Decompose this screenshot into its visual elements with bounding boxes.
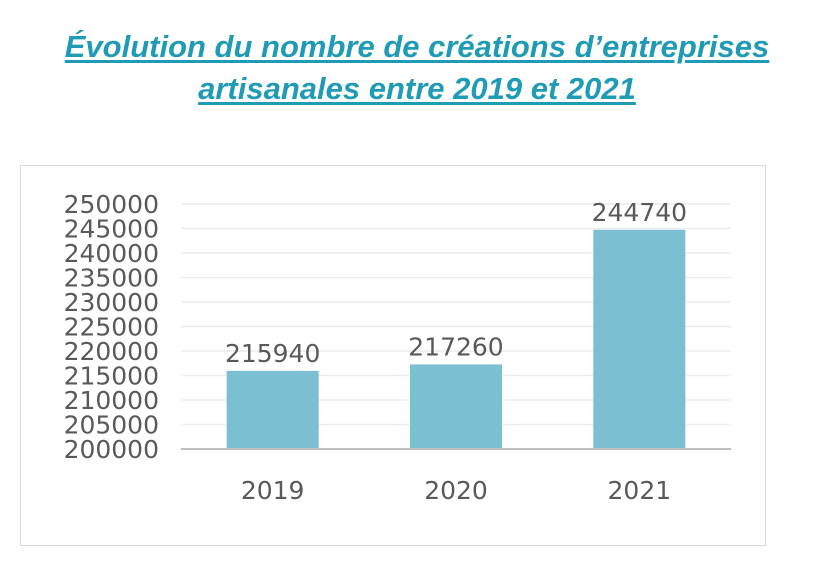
- data-labels: 215940 217260 244740: [225, 198, 687, 368]
- bar-2019: [226, 370, 319, 449]
- y-tick-label: 245000: [64, 215, 159, 244]
- y-tick-label: 205000: [64, 411, 159, 440]
- x-tick-label: 2021: [608, 476, 672, 505]
- bar-2021: [593, 229, 686, 449]
- chart-title-line-2: artisanales entre 2019 et 2021: [198, 71, 636, 106]
- chart-title: Évolution du nombre de créations d’entre…: [0, 26, 834, 110]
- y-tick-label: 210000: [64, 386, 159, 415]
- y-axis-tick-labels: 2000002050002100002150002200002250002300…: [64, 190, 159, 464]
- y-tick-label: 230000: [64, 288, 159, 317]
- y-tick-label: 235000: [64, 264, 159, 293]
- x-tick-label: 2019: [241, 476, 305, 505]
- bars: [226, 229, 686, 449]
- chart-area: 200000 205000 210000 215000 220000 225000 2300…: [20, 165, 766, 546]
- data-label: 244740: [592, 198, 687, 227]
- y-tick-label: 215000: [64, 362, 159, 391]
- x-tick-label: 2020: [424, 476, 488, 505]
- x-axis-tick-labels: 2019 2020 2021: [241, 476, 671, 505]
- bar-chart: 2000002050002100002150002200002250002300…: [64, 190, 731, 505]
- y-tick-label: 220000: [64, 337, 159, 366]
- y-tick-label: 225000: [64, 313, 159, 342]
- bar-2020: [410, 364, 502, 449]
- y-tick-label: 240000: [64, 239, 159, 268]
- y-tick-label: 200000: [64, 435, 159, 464]
- chart-title-line-1: Évolution du nombre de créations d’entre…: [64, 29, 770, 64]
- y-tick-label: 250000: [64, 190, 159, 219]
- data-label: 215940: [225, 339, 320, 368]
- data-label: 217260: [408, 332, 503, 361]
